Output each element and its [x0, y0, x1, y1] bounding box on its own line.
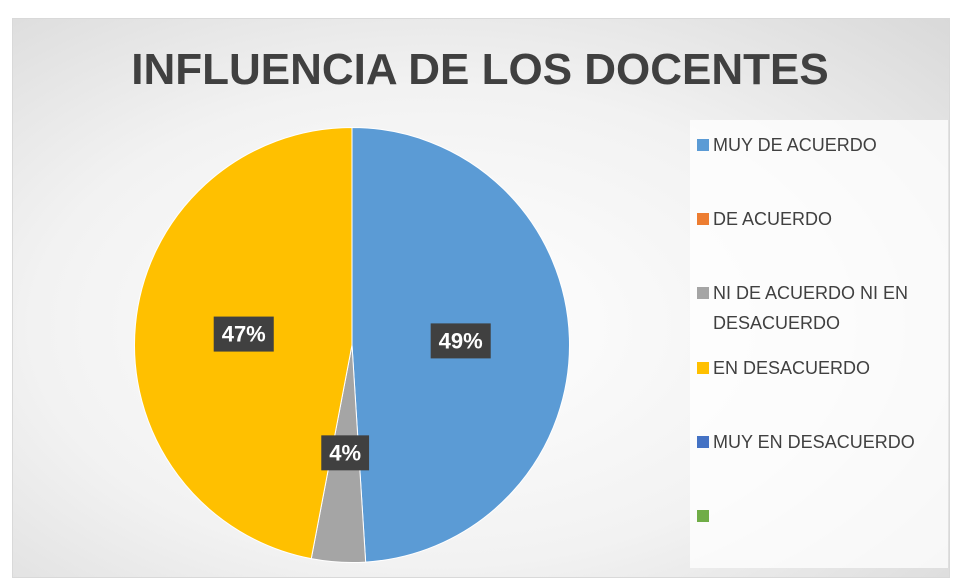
legend-swatch	[697, 287, 709, 300]
legend-item: MUY EN DESACUERDO	[697, 427, 945, 457]
legend-swatch	[697, 139, 709, 151]
chart-title: INFLUENCIA DE LOS DOCENTES	[131, 45, 829, 94]
legend-item: MUY DE ACUERDO	[697, 130, 945, 160]
legend-label: MUY EN DESACUERDO	[713, 431, 915, 452]
legend-swatch	[697, 435, 709, 448]
legend-swatch	[697, 361, 709, 374]
legend-item	[697, 501, 945, 522]
legend-item: NI DE ACUERDO NI EN DESACUERDO	[697, 278, 945, 338]
data-label: 4%	[321, 435, 370, 471]
legend-swatch	[697, 510, 709, 522]
legend-label: EN DESACUERDO	[713, 357, 871, 378]
data-label-box	[213, 316, 274, 352]
data-label-text: 49%	[439, 328, 483, 353]
legend-label: NI DE ACUERDO NI EN DESACUERDO	[713, 283, 909, 334]
data-label-box	[321, 435, 370, 471]
data-label-text: 47%	[222, 322, 266, 347]
legend-swatch	[697, 213, 709, 226]
legend-label: MUY DE ACUERDO	[713, 135, 877, 155]
legend-item: DE ACUERDO	[697, 204, 945, 234]
data-label: 49%	[430, 323, 491, 359]
legend-item: EN DESACUERDO	[697, 353, 945, 383]
data-label-box	[430, 323, 491, 359]
data-label-text: 4%	[329, 440, 361, 465]
legend-label: DE ACUERDO	[713, 209, 833, 230]
legend: MUY DE ACUERDO DE ACUERDO NI DE ACUERDO NI…	[690, 120, 948, 568]
data-label: 47%	[213, 316, 274, 352]
